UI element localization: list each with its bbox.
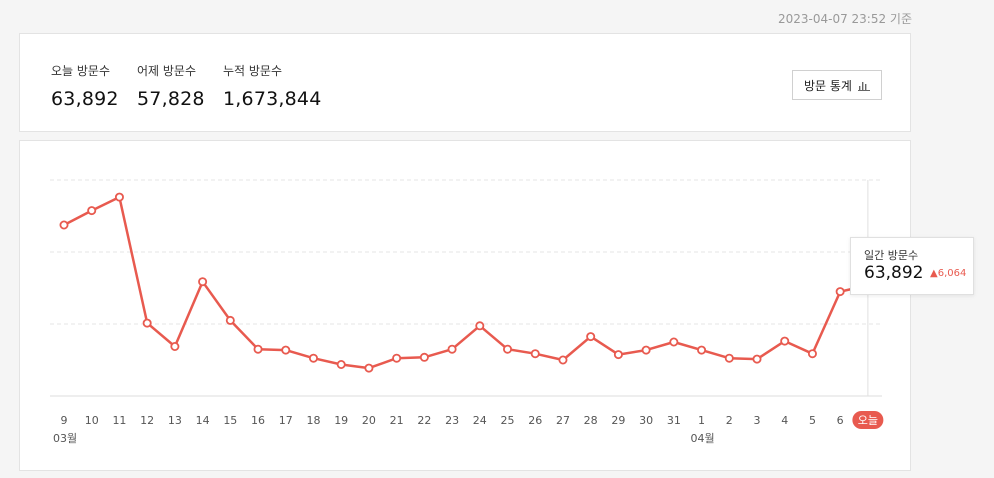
x-tick-label: 6 xyxy=(837,414,844,427)
tooltip-delta-value: 6,064 xyxy=(937,268,967,279)
data-point xyxy=(281,345,291,355)
x-tick-label: 3 xyxy=(754,414,761,427)
data-point xyxy=(59,220,69,230)
x-tick-label: 14 xyxy=(196,414,210,427)
data-point xyxy=(336,359,346,369)
x-tick-label-today: 오늘 xyxy=(858,414,878,427)
data-point xyxy=(752,354,762,364)
total-visitors-label: 누적 방문수 xyxy=(223,64,283,78)
x-tick-label: 28 xyxy=(584,414,598,427)
data-point xyxy=(780,336,790,346)
data-point xyxy=(253,344,263,354)
visit-stats-button-label: 방문 통계 xyxy=(804,78,852,93)
today-badge xyxy=(852,411,884,429)
data-point xyxy=(503,344,513,354)
x-tick-label: 29 xyxy=(611,414,625,427)
data-point xyxy=(697,345,707,355)
data-point xyxy=(586,332,596,342)
data-point xyxy=(87,206,97,216)
yesterday-visitors-value: 57,828 xyxy=(137,88,205,110)
today-visitors-value: 63,892 xyxy=(51,88,119,110)
x-tick-label: 13 xyxy=(168,414,182,427)
data-point xyxy=(364,363,374,373)
yesterday-visitors: 어제 방문수 57,828 xyxy=(137,62,205,110)
total-visitors: 누적 방문수 1,673,844 xyxy=(223,62,322,110)
x-tick-label: 21 xyxy=(390,414,404,427)
data-point xyxy=(447,344,457,354)
x-tick-label: 10 xyxy=(85,414,99,427)
data-point xyxy=(114,192,124,202)
x-tick-label: 19 xyxy=(334,414,348,427)
data-point xyxy=(669,337,679,347)
x-tick-label: 15 xyxy=(223,414,237,427)
tooltip-value: 63,892 xyxy=(864,263,924,283)
daily-visitors-chart: 9 10 11 12 13 14 15 16 17 18 19 20 21 22 23 24 25 26 27 28 2… xyxy=(19,140,974,471)
x-tick-label: 5 xyxy=(809,414,816,427)
x-tick-label: 1 xyxy=(698,414,705,427)
x-tick-label: 11 xyxy=(112,414,126,427)
x-tick-label: 17 xyxy=(279,414,293,427)
x-tick-label: 25 xyxy=(501,414,515,427)
data-point xyxy=(419,352,429,362)
today-visitors: 오늘 방문수 63,892 xyxy=(51,62,119,110)
data-point xyxy=(392,353,402,363)
x-tick-label: 23 xyxy=(445,414,459,427)
data-point xyxy=(198,277,208,287)
x-tick-label: 16 xyxy=(251,414,265,427)
yesterday-visitors-label: 어제 방문수 xyxy=(137,64,197,78)
line-chart: 9 10 11 12 13 14 15 16 17 18 19 20 21 22 23 24 25 26 27 28 2… xyxy=(50,179,884,445)
month-label: 03월 xyxy=(53,432,77,445)
data-point xyxy=(724,353,734,363)
x-tick-label: 2 xyxy=(726,414,733,427)
tooltip-label: 일간 방문수 xyxy=(864,249,919,262)
tooltip-delta: ▲6,064 xyxy=(930,268,966,279)
up-triangle-icon: ▲ xyxy=(930,268,938,279)
data-point xyxy=(558,355,568,365)
month-label: 04월 xyxy=(691,432,715,445)
visit-stats-button[interactable]: 방문 통계 xyxy=(792,70,882,100)
data-point xyxy=(613,350,623,360)
x-tick-label: 20 xyxy=(362,414,376,427)
data-point xyxy=(170,341,180,351)
visitor-stats-panel: 오늘 방문수 63,892 어제 방문수 57,828 누적 방문수 1,673… xyxy=(19,33,911,132)
series-line xyxy=(63,195,869,370)
x-tick-label: 30 xyxy=(639,414,653,427)
x-tick-label: 26 xyxy=(528,414,542,427)
data-point xyxy=(142,318,152,328)
data-point xyxy=(807,349,817,359)
x-tick-label: 4 xyxy=(781,414,788,427)
data-point xyxy=(475,321,485,331)
data-point xyxy=(308,353,318,363)
data-point xyxy=(530,349,540,359)
data-point xyxy=(641,345,651,355)
total-visitors-value: 1,673,844 xyxy=(223,88,322,110)
x-tick-label: 18 xyxy=(306,414,320,427)
data-point xyxy=(835,287,845,297)
timestamp: 2023-04-07 23:52 기준 xyxy=(777,12,912,26)
bar-chart-icon xyxy=(857,81,870,91)
x-tick-label: 27 xyxy=(556,414,570,427)
x-tick-label: 24 xyxy=(473,414,487,427)
x-tick-label: 12 xyxy=(140,414,154,427)
x-tick-label: 22 xyxy=(417,414,431,427)
daily-visitors-tooltip: 일간 방문수 63,892 ▲6,064 xyxy=(850,237,974,295)
data-point xyxy=(225,315,235,325)
today-visitors-label: 오늘 방문수 xyxy=(51,64,111,78)
x-tick-label: 9 xyxy=(61,414,68,427)
x-tick-label: 31 xyxy=(667,414,681,427)
